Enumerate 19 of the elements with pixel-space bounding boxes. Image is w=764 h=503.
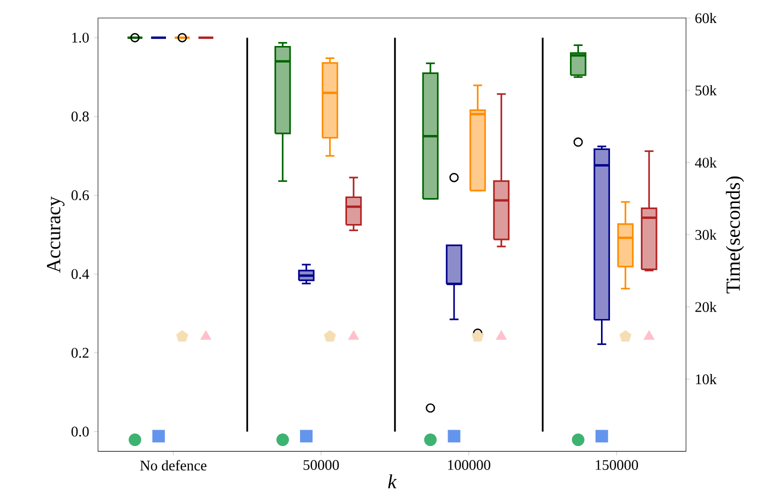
y-axis-title: Accuracy (46, 196, 64, 273)
y2-tick-label: 20k (695, 302, 717, 312)
y-tick-label: 0.6 (72, 190, 89, 200)
y-tick-label: 0.2 (72, 348, 88, 358)
x-tick-label: 100000 (448, 460, 490, 470)
y2-tick-label: 50k (696, 84, 717, 96)
y-tick-label: 0.0 (72, 426, 89, 436)
y2-tick-label: 10k (696, 374, 717, 384)
y-tick-label: 0.4 (72, 268, 90, 279)
y-tick-label: 0.8 (72, 111, 89, 122)
y2-axis-title: Time(seconds) (726, 176, 744, 294)
x-axis-title: k (388, 474, 397, 488)
y2-tick-label: 60k (695, 12, 717, 24)
x-tick-label: 150000 (596, 460, 638, 470)
x-tick-label: No defence (140, 460, 206, 470)
y2-tick-label: 30k (695, 229, 717, 240)
x-tick-label: 50000 (304, 460, 339, 470)
y-tick-label: 1.0 (72, 32, 89, 43)
y2-tick-label: 40k (695, 157, 717, 168)
